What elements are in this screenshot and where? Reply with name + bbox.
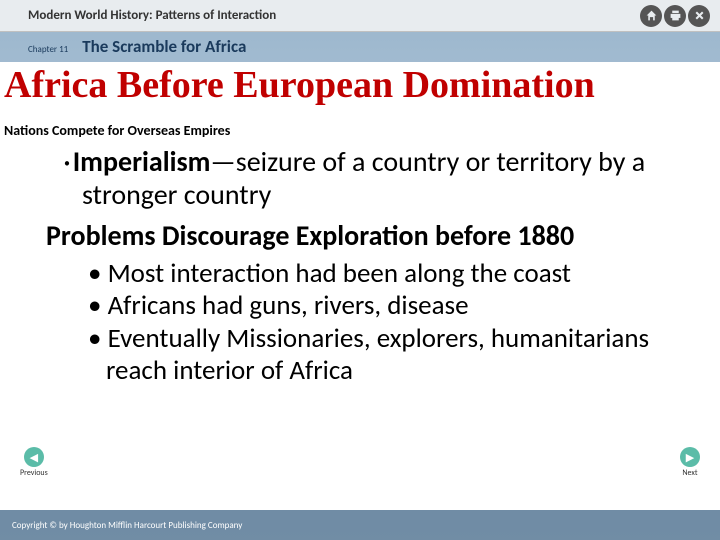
footer-bar: Copyright © by Houghton Mifflin Harcourt…	[0, 510, 720, 540]
definition-line: Imperialism—seizure of a country or terr…	[64, 145, 704, 211]
close-icon[interactable]	[688, 5, 710, 27]
home-icon[interactable]	[640, 5, 662, 27]
print-icon[interactable]	[664, 5, 686, 27]
chapter-label: Chapter 11	[28, 44, 68, 55]
sub-heading: Nations Compete for Overseas Empires	[4, 122, 704, 139]
bullet-list: Most interaction had been along the coas…	[4, 258, 704, 388]
section-title: Problems Discourage Exploration before 1…	[4, 221, 704, 252]
previous-label: Previous	[20, 468, 48, 478]
definition-block: Imperialism—seizure of a country or terr…	[4, 145, 704, 211]
top-icon-group	[640, 5, 710, 27]
main-heading: Africa Before European Domination	[4, 66, 704, 106]
chapter-title: The Scramble for Africa	[82, 36, 246, 57]
arrow-right-icon: ▶	[680, 447, 700, 467]
next-label: Next	[682, 468, 697, 478]
previous-button[interactable]: ◀ Previous	[20, 447, 48, 478]
bullet-item: Most interaction had been along the coas…	[88, 258, 704, 290]
top-bar: Modern World History: Patterns of Intera…	[0, 0, 720, 32]
slide-container: Modern World History: Patterns of Intera…	[0, 0, 720, 540]
copyright-text: Copyright © by Houghton Mifflin Harcourt…	[12, 520, 242, 531]
book-title: Modern World History: Patterns of Intera…	[28, 8, 276, 23]
bullet-item: Eventually Missionaries, explorers, huma…	[88, 323, 704, 388]
content-area: Africa Before European Domination Nation…	[0, 62, 720, 510]
chapter-bar: Chapter 11 The Scramble for Africa	[0, 32, 720, 62]
definition-term: Imperialism	[73, 144, 211, 179]
bullet-item: Africans had guns, rivers, disease	[88, 290, 704, 322]
next-button[interactable]: ▶ Next	[680, 447, 700, 478]
arrow-left-icon: ◀	[24, 447, 44, 467]
